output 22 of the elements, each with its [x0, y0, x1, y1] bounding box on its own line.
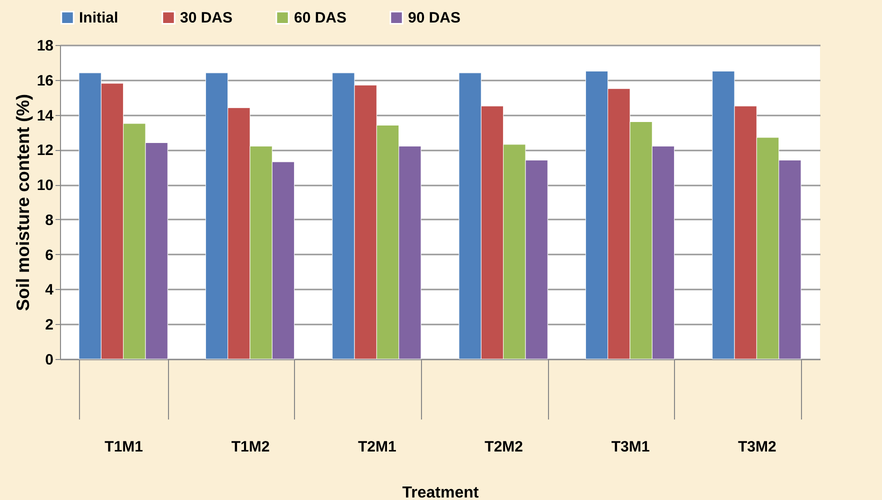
- x-tick-label: T3M2: [738, 438, 776, 456]
- legend-label: 60 DAS: [294, 10, 347, 27]
- y-tick-label: 14: [36, 107, 54, 124]
- y-tick-label: 0: [45, 352, 54, 368]
- y-tick-label: 6: [45, 246, 54, 264]
- legend-label: Initial: [79, 10, 118, 27]
- x-tick-label: T3M1: [611, 438, 650, 456]
- legend-label: 90 DAS: [408, 10, 461, 27]
- y-tick-label: 12: [36, 142, 54, 160]
- y-tick-label: 10: [36, 177, 54, 194]
- x-tick-label: T2M1: [358, 438, 396, 456]
- y-tick-label: 2: [45, 316, 54, 334]
- x-tick-label: T1M2: [231, 438, 270, 456]
- x-tick-label: T2M2: [484, 438, 524, 456]
- y-tick-label: 16: [36, 72, 54, 90]
- y-tick-label: 4: [45, 282, 54, 299]
- x-axis-title: Treatment: [402, 484, 480, 500]
- x-tick-label: T1M1: [104, 438, 144, 456]
- y-tick-label: 18: [36, 38, 54, 54]
- y-axis-title: Soil moisture content (%): [12, 94, 33, 312]
- legend-label: 30 DAS: [180, 10, 233, 27]
- y-tick-label: 8: [45, 212, 54, 229]
